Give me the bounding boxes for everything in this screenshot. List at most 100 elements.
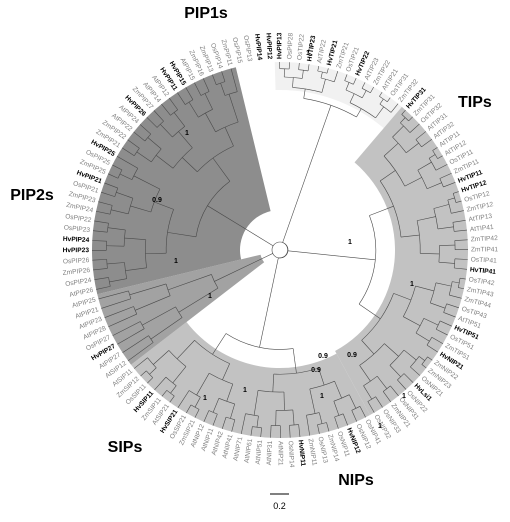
branch-segment: [382, 391, 392, 403]
leaf-label: OsNIP13: [316, 436, 329, 464]
clade-labels: PIP1s TIPs NIPs SIPs PIP2s: [10, 5, 492, 489]
leaf-label: AtNIP31: [266, 440, 274, 465]
branch-segment: [177, 390, 190, 409]
branch-segment: [140, 370, 147, 377]
branch-segment: [167, 232, 197, 238]
branch-segment: [116, 192, 133, 199]
branch-segment: [260, 427, 262, 438]
branch-segment: [449, 294, 462, 299]
branch-segment: [421, 138, 433, 148]
leaf-label: ZmNIP11: [307, 438, 318, 466]
bootstrap-value: 0.9: [347, 352, 357, 359]
branch-segment: [403, 373, 414, 383]
branch-segment: [443, 312, 456, 318]
bootstrap-value: 0.9: [311, 367, 321, 374]
branch-segment: [318, 367, 325, 386]
branch-segment: [443, 182, 456, 188]
branch-segment: [101, 298, 131, 309]
branch-arc: [303, 98, 357, 118]
branch-arc: [216, 81, 226, 85]
branch-segment: [241, 226, 274, 247]
branch-segment: [95, 210, 111, 215]
branch-segment: [188, 101, 199, 118]
branch-segment: [214, 261, 255, 282]
branch-segment: [406, 142, 419, 154]
leaf-label: OsNIP14: [287, 441, 295, 468]
branch-segment: [423, 318, 439, 326]
branch-arc: [361, 88, 371, 94]
branch-segment: [107, 227, 126, 231]
branch-arc: [397, 373, 405, 381]
branch-segment: [401, 109, 406, 115]
branch-segment: [390, 385, 399, 397]
branch-segment: [415, 285, 435, 292]
leaf-label: HvPIP13: [276, 32, 283, 59]
branch-arc: [172, 147, 193, 169]
branch-segment: [376, 376, 388, 389]
bootstrap-value: 1: [378, 423, 382, 430]
branch-segment: [319, 412, 323, 424]
branch-segment: [240, 413, 246, 435]
branch-segment: [283, 392, 285, 411]
branch-segment: [393, 293, 412, 301]
branch-segment: [254, 253, 273, 263]
branch-segment: [400, 117, 406, 123]
branch-segment: [435, 164, 448, 171]
branch-arc: [117, 169, 123, 179]
bootstrap-value: 1: [348, 239, 352, 246]
leaf-label: OsTIP41: [471, 256, 498, 264]
branch-segment: [454, 229, 467, 232]
branch-segment: [127, 342, 154, 362]
branch-segment: [150, 317, 183, 340]
branch-arc: [166, 390, 175, 397]
branch-arc: [200, 91, 210, 96]
branch-segment: [124, 237, 146, 240]
branch-arc: [273, 367, 319, 375]
branch-arc: [430, 282, 437, 303]
branch-segment: [361, 82, 366, 89]
branch-arc: [194, 340, 230, 364]
branch-segment: [108, 313, 137, 328]
leaf-label: HvTIP23: [306, 35, 317, 62]
branch-segment: [104, 182, 118, 189]
branch-segment: [326, 68, 329, 74]
branch-segment: [379, 170, 396, 182]
bootstrap-value: 1: [410, 281, 414, 288]
branch-segment: [133, 131, 146, 142]
branch-segment: [389, 365, 401, 378]
branch-segment: [392, 125, 404, 138]
branch-arc: [403, 286, 416, 317]
bootstrap-value: 1: [203, 395, 207, 402]
leaf-label: ZmTIP12: [466, 201, 494, 214]
bootstrap-value: 1: [320, 393, 324, 400]
branch-segment: [361, 340, 375, 355]
branch-segment: [172, 366, 187, 384]
branch-segment: [438, 261, 455, 264]
branch-arc: [276, 409, 293, 411]
branch-segment: [221, 417, 227, 429]
branch-arc: [458, 278, 461, 288]
branch-arc: [344, 80, 354, 85]
branch-segment: [203, 410, 210, 423]
clade-label-sips: SIPs: [108, 439, 143, 456]
branch-segment: [439, 320, 453, 327]
bootstrap-values: 1 1 1 0.9 1 1 1 0.9 0.9 0.9 1 1 1 1 1: [152, 50, 414, 430]
leaf-label: ZmPIP24: [65, 202, 94, 215]
branch-segment: [345, 82, 350, 91]
leaf-label: ZmTIP42: [471, 235, 499, 243]
branch-arc: [190, 404, 200, 410]
branch-arc: [379, 103, 392, 113]
branch-arc: [292, 87, 322, 93]
sector-pip2s: [92, 67, 271, 295]
branch-arc: [148, 335, 154, 343]
branch-arc: [195, 181, 231, 237]
branch-segment: [116, 156, 138, 169]
branch-segment: [204, 93, 213, 110]
branch-segment: [410, 366, 421, 376]
branch-arc: [379, 96, 388, 103]
branch-segment: [176, 340, 195, 360]
branch-segment: [231, 419, 236, 432]
branch-arc: [225, 333, 294, 350]
branch-segment: [154, 376, 167, 391]
leaf-label: AtTIP13: [468, 213, 493, 224]
